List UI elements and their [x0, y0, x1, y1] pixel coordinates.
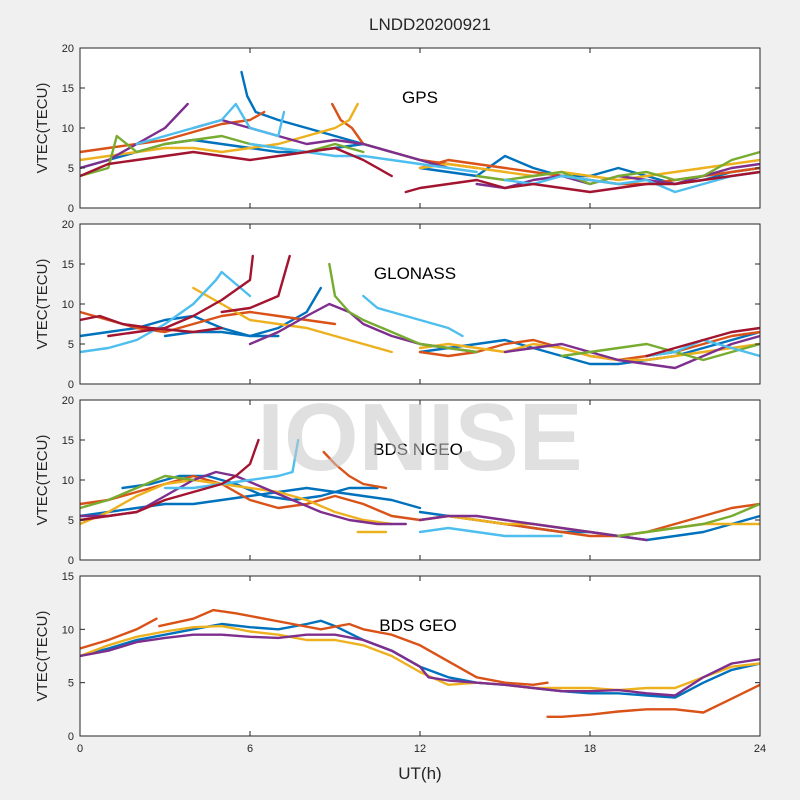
y-axis-label: VTEC(TECU) [34, 435, 51, 526]
series-line [121, 474, 379, 502]
series-line [404, 170, 760, 194]
series-line [220, 254, 291, 314]
series-line [322, 450, 388, 490]
y-axis-label: VTEC(TECU) [34, 83, 51, 174]
y-tick-label: 5 [68, 678, 74, 690]
series-line [158, 608, 549, 686]
series-line [80, 633, 760, 697]
y-tick-label: 10 [62, 475, 74, 487]
series-group [80, 438, 760, 542]
series-line [418, 526, 563, 538]
panel-label: BDS GEO [379, 616, 456, 635]
x-tick-label: 24 [754, 743, 766, 755]
subplot-bds-ngeo: 0 5 10 15 20 VTEC(TECU) BDS NGEO [34, 395, 761, 567]
series-line [546, 683, 760, 718]
y-tick-label: 20 [62, 395, 74, 407]
y-axis-label: VTEC(TECU) [34, 259, 51, 350]
series-line [192, 286, 393, 354]
plot-area [80, 224, 760, 384]
series-line [135, 102, 286, 146]
y-tick-label: 5 [68, 339, 74, 351]
series-line [80, 286, 322, 338]
series-line [80, 478, 393, 526]
subplot-gps: 0 5 10 15 20 VTEC(TECU) GPS [34, 43, 761, 215]
series-line [107, 254, 255, 338]
panel-label: GPS [402, 88, 438, 107]
series-line [475, 150, 760, 186]
series-line [80, 270, 252, 354]
subplot-glonass: 0 5 10 15 20 VTEC(TECU) GLONASS [34, 219, 761, 391]
y-tick-label: 10 [62, 123, 74, 135]
series-line [418, 342, 760, 362]
y-tick-label: 0 [68, 379, 74, 391]
y-tick-label: 15 [62, 259, 74, 271]
figure-title: LNDD20200921 [369, 15, 491, 34]
series-line [80, 146, 393, 178]
series-line [192, 118, 450, 170]
series-line [80, 438, 260, 522]
y-tick-label: 0 [68, 203, 74, 215]
series-line [80, 314, 223, 334]
panel-label: GLONASS [374, 264, 456, 283]
series-line [80, 617, 158, 650]
series-group [80, 70, 760, 194]
series-line [80, 624, 760, 692]
x-tick-label: 6 [247, 743, 253, 755]
series-group [80, 254, 760, 370]
series-line [248, 142, 478, 174]
x-tick-label: 0 [77, 743, 83, 755]
series-line [80, 474, 195, 510]
series-line [503, 170, 760, 194]
series-line [503, 334, 760, 370]
watermark-text: IONISE [257, 384, 582, 491]
series-line [418, 158, 760, 182]
series-line [645, 326, 760, 358]
series-line [617, 502, 760, 538]
y-axis-label: VTEC(TECU) [34, 611, 51, 702]
series-line [163, 330, 280, 338]
x-tick-label: 12 [414, 743, 426, 755]
series-line [80, 474, 422, 522]
series-line [328, 262, 478, 354]
plot-area [80, 576, 760, 736]
series-line [418, 514, 648, 542]
y-tick-label: 15 [62, 571, 74, 583]
series-group [80, 608, 760, 718]
y-tick-label: 10 [62, 624, 74, 636]
y-tick-label: 10 [62, 299, 74, 311]
y-tick-label: 0 [68, 555, 74, 567]
y-tick-label: 20 [62, 219, 74, 231]
y-tick-label: 15 [62, 435, 74, 447]
y-tick-label: 15 [62, 83, 74, 95]
subplots-group: 0 5 10 15 20 VTEC(TECU) GPS 0 5 10 15 20 VTEC(TECU) G… [34, 43, 766, 755]
series-line [418, 330, 760, 366]
y-tick-label: 5 [68, 163, 74, 175]
y-tick-label: 5 [68, 515, 74, 527]
x-axis-label: UT(h) [398, 764, 441, 783]
subplot-bds-geo: 0 5 10 15 0 6 12 18 24 VTEC(TECU) BDS GEO [34, 571, 766, 755]
series-line [362, 294, 464, 338]
panel-label: BDS NGEO [373, 440, 463, 459]
y-tick-label: 0 [68, 731, 74, 743]
series-line [163, 438, 300, 490]
series-line [560, 342, 760, 362]
series-line [80, 486, 422, 518]
series-line [80, 102, 359, 162]
x-tick-label: 18 [584, 743, 596, 755]
y-tick-label: 20 [62, 43, 74, 55]
